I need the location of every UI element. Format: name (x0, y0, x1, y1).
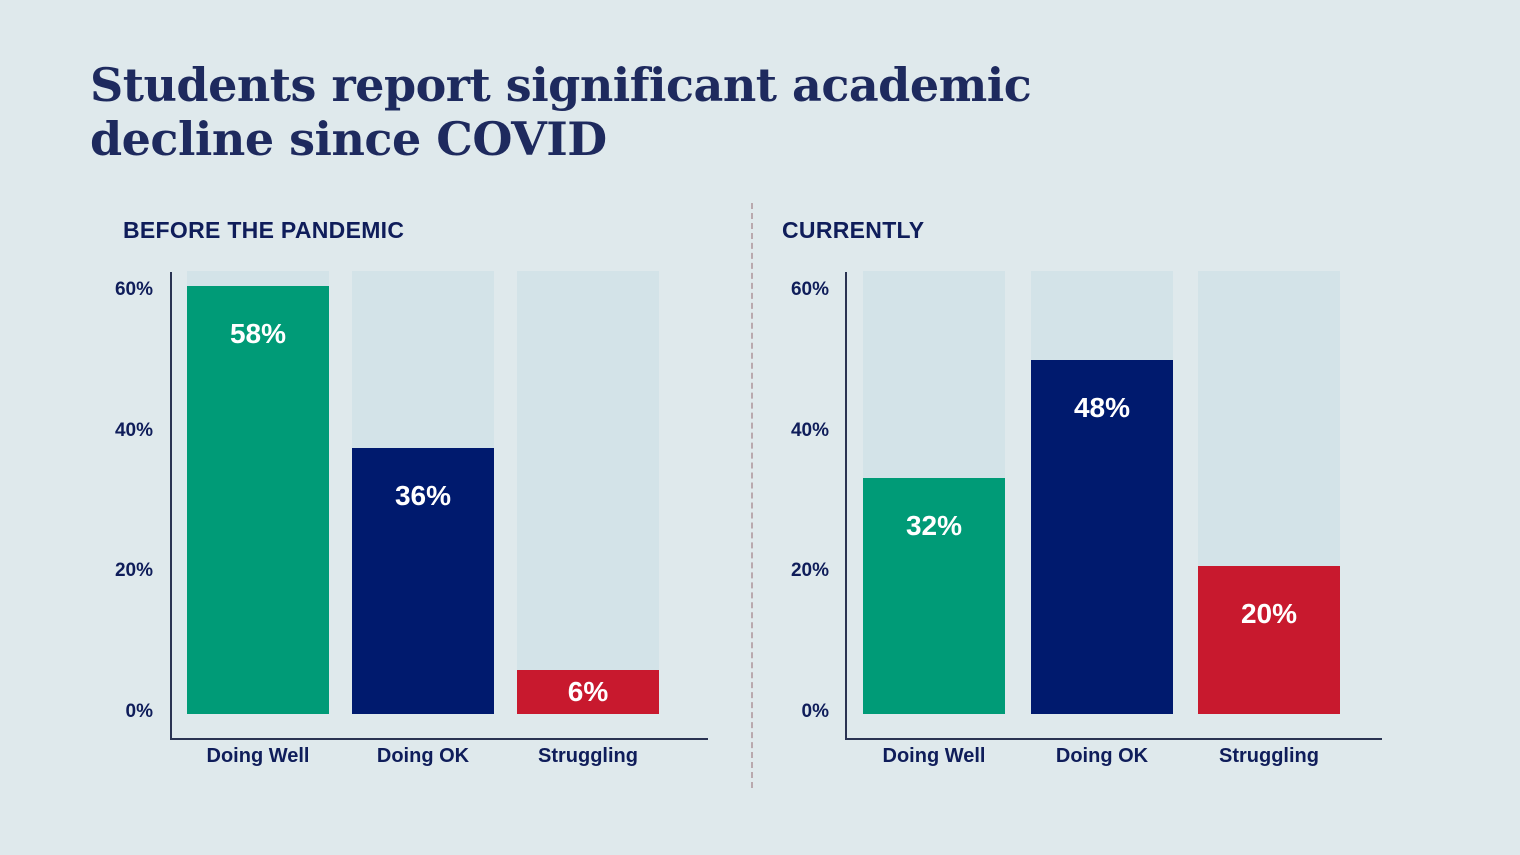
y-tick-label: 20% (790, 560, 829, 582)
panel-title: BEFORE THE PANDEMIC (123, 217, 405, 243)
x-category-label: Struggling (538, 745, 638, 767)
x-category-label: Doing OK (1055, 745, 1149, 767)
y-tick-label: 0% (801, 701, 829, 722)
bar-track (352, 271, 494, 714)
bar-doing-well (863, 477, 1005, 714)
x-axis (845, 738, 1382, 740)
bar-data-label: 58% (229, 317, 287, 349)
y-tick-label: 40% (790, 419, 829, 441)
bar-doing-ok (352, 448, 494, 714)
bar-struggling (517, 669, 659, 714)
y-tick-label: 20% (114, 560, 153, 582)
y-tick-label: 60% (114, 279, 153, 300)
bar-data-label: 48% (1073, 391, 1131, 423)
x-axis (170, 738, 708, 740)
panel-title: CURRENTLY (782, 217, 925, 243)
bar-track (187, 271, 329, 714)
y-axis (845, 272, 847, 739)
x-category-label: Doing OK (376, 745, 470, 767)
bar-track (1031, 271, 1173, 714)
x-category-label: Doing Well (882, 745, 986, 767)
bar-data-label: 20% (1240, 598, 1298, 630)
bar-data-label: 32% (905, 509, 963, 541)
bar-data-label: 6% (567, 675, 609, 707)
bar-data-label: 36% (394, 480, 452, 512)
x-category-label: Doing Well (206, 745, 310, 767)
bar-doing-ok (1031, 359, 1173, 714)
x-category-label: Struggling (1219, 745, 1319, 767)
bar-track (863, 271, 1005, 714)
chart-title: Students report significant academic dec… (90, 58, 1032, 166)
y-tick-label: 40% (114, 419, 153, 441)
bar-doing-well (187, 285, 329, 714)
bar-struggling (1198, 566, 1340, 714)
y-tick-label: 60% (790, 279, 829, 300)
y-axis (170, 272, 172, 739)
y-tick-label: 0% (125, 701, 153, 722)
bar-track (517, 271, 659, 714)
bar-track (1198, 271, 1340, 714)
panel-divider (751, 203, 753, 788)
